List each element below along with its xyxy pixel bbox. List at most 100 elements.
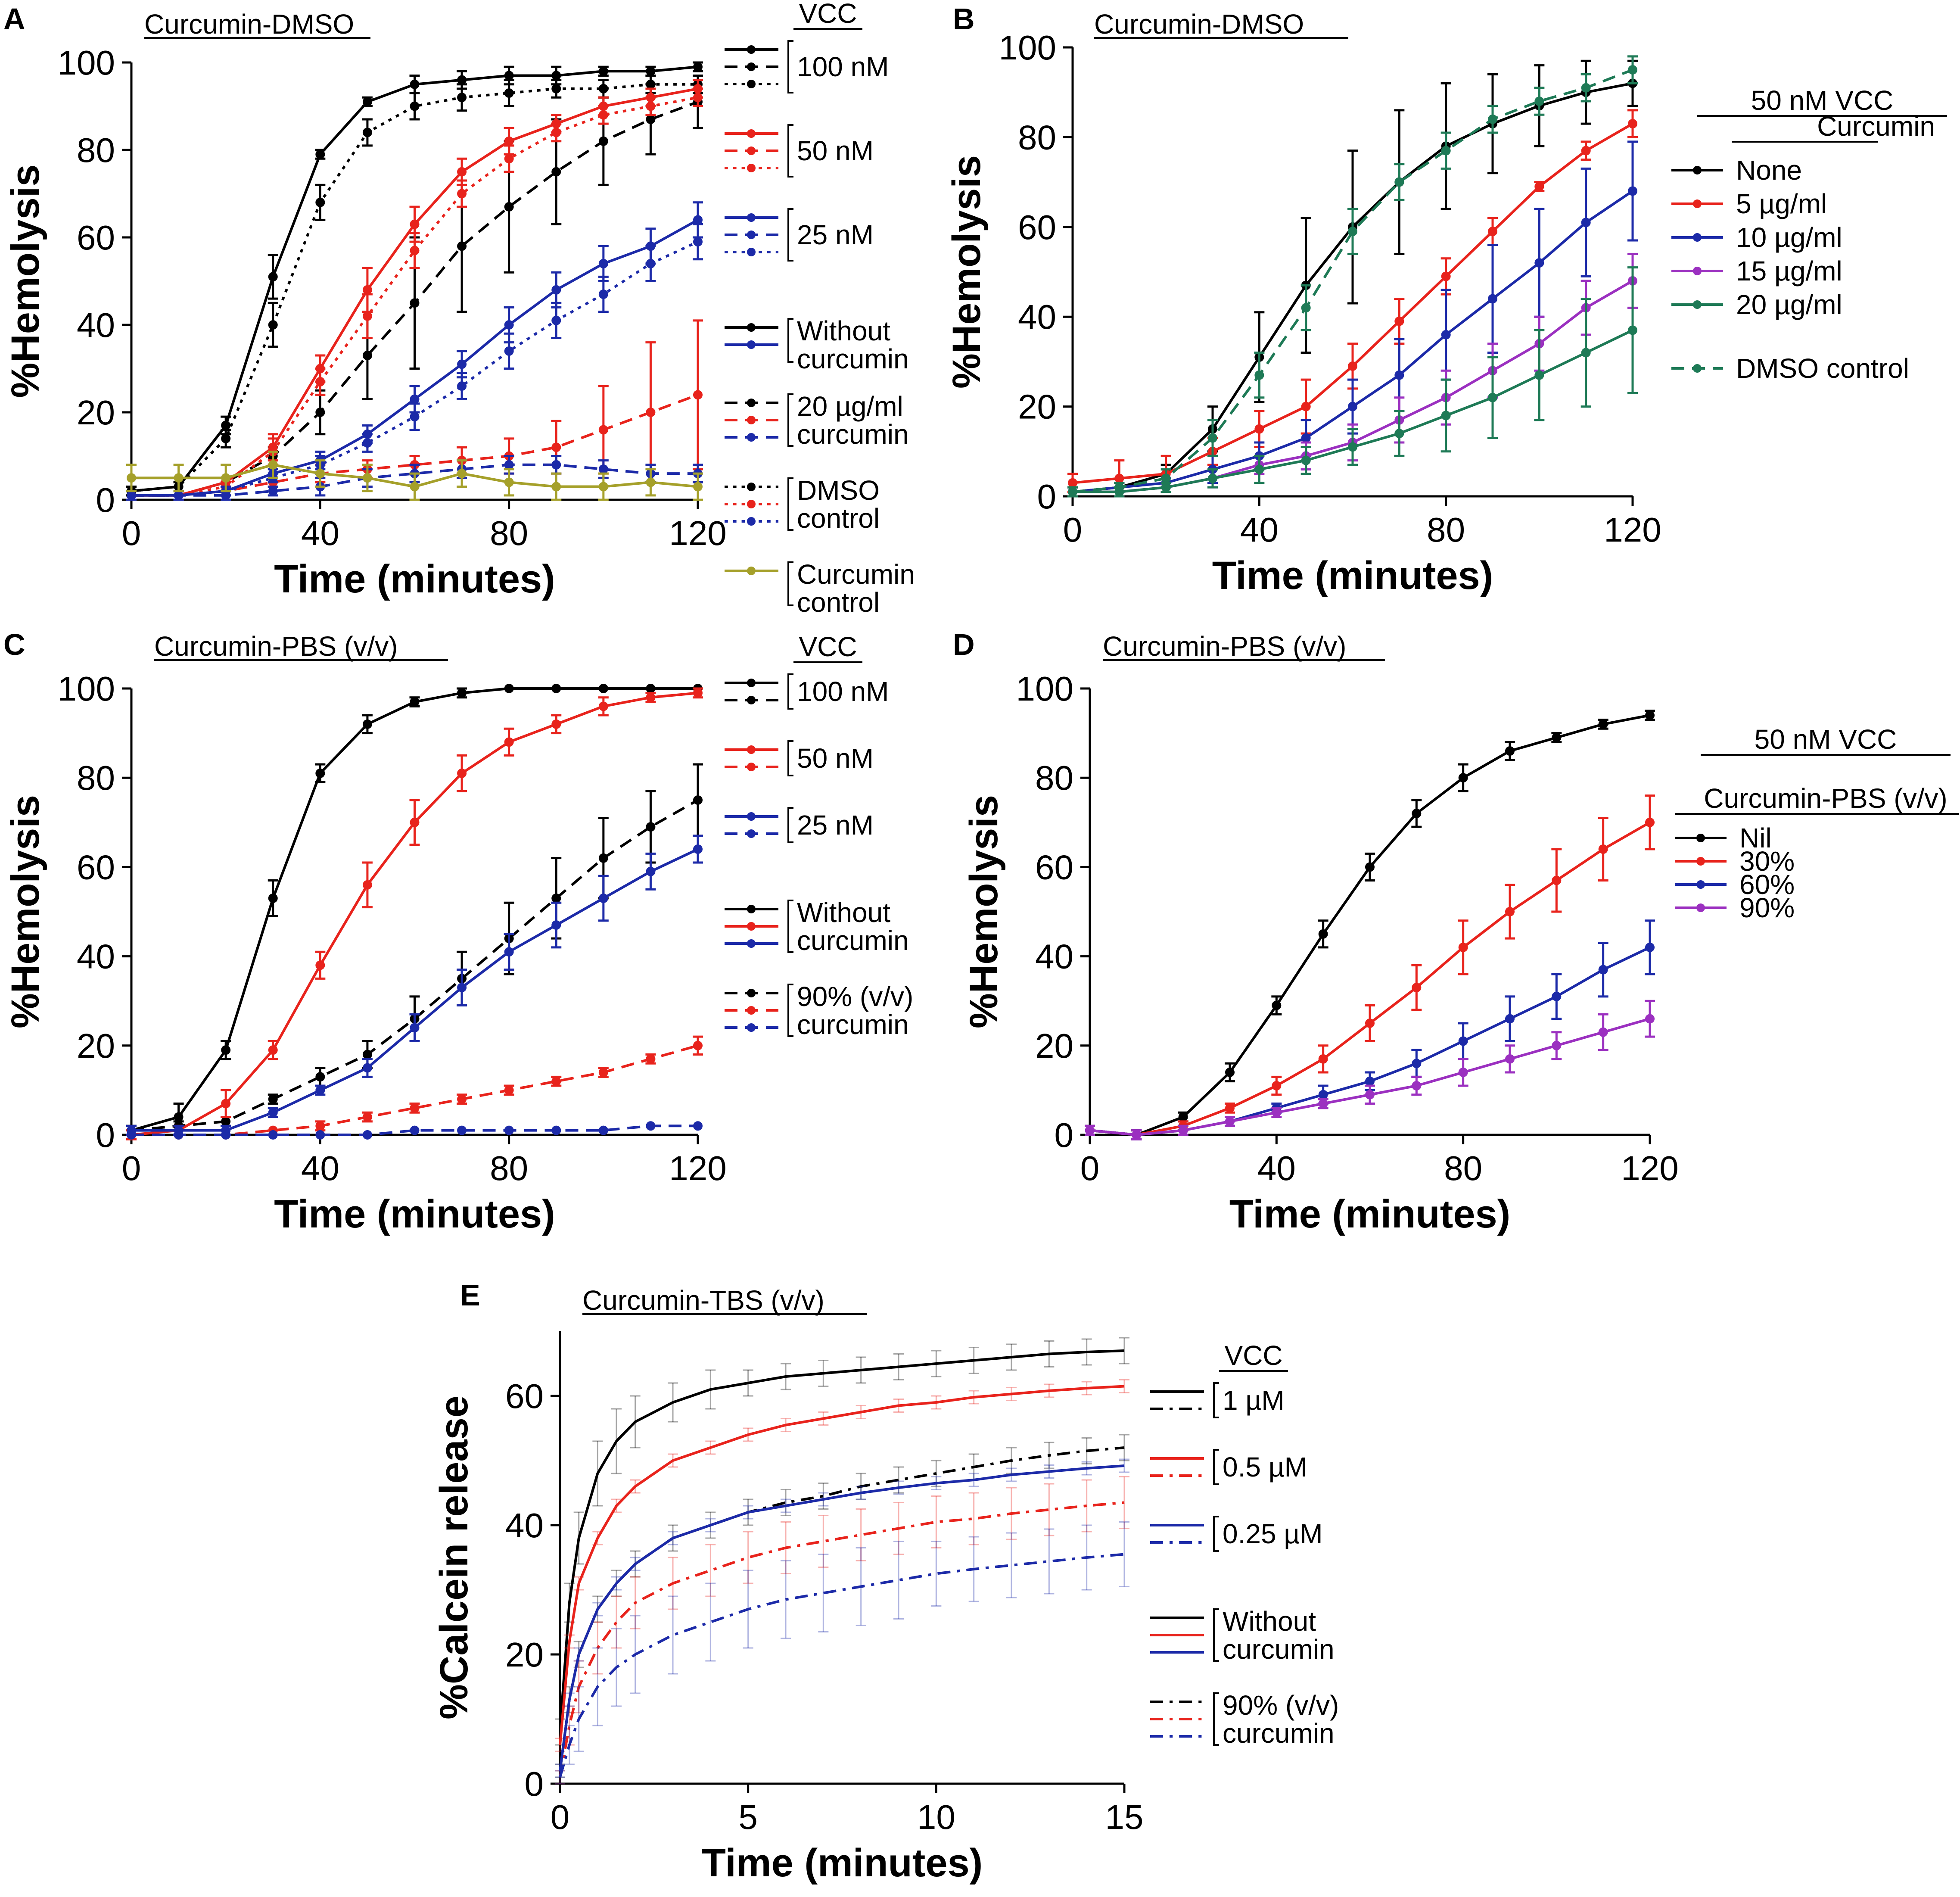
x-axis-title: Time (minutes) xyxy=(702,1841,983,1885)
data-point xyxy=(1458,1036,1468,1046)
data-point xyxy=(457,381,467,391)
data-point xyxy=(504,320,514,330)
data-point xyxy=(1365,862,1375,872)
legend-swatch-marker xyxy=(747,340,756,349)
data-point xyxy=(362,438,372,448)
data-point xyxy=(1534,97,1544,106)
legend-swatch-marker xyxy=(747,763,756,771)
data-point xyxy=(693,688,703,698)
data-point xyxy=(551,167,561,177)
y-axis-title: %Hemolysis xyxy=(3,795,47,1028)
data-point xyxy=(598,259,608,268)
data-point xyxy=(1178,1125,1188,1135)
data-point xyxy=(646,259,656,268)
data-point xyxy=(1552,875,1562,885)
x-axis-title: Time (minutes) xyxy=(1212,554,1493,598)
data-point xyxy=(174,490,184,500)
data-point xyxy=(1552,732,1562,742)
legend-swatch-marker xyxy=(1693,364,1702,373)
y-tick-label: 0 xyxy=(1055,1116,1074,1154)
legend-swatch-marker xyxy=(747,922,756,931)
x-tick-label: 10 xyxy=(917,1798,955,1836)
legend-swatch-marker xyxy=(747,164,756,172)
legend-bracket xyxy=(1213,1449,1219,1485)
y-tick-label: 20 xyxy=(505,1635,544,1674)
legend-swatch-marker xyxy=(747,517,756,526)
data-point xyxy=(362,473,372,483)
series-line xyxy=(131,799,699,1132)
y-tick-label: 60 xyxy=(77,848,115,886)
data-point xyxy=(1272,1108,1282,1118)
legend-header: VCC xyxy=(799,0,857,29)
y-tick-label: 20 xyxy=(1018,388,1056,426)
data-point xyxy=(551,893,561,903)
data-point xyxy=(598,66,608,76)
data-point xyxy=(1348,227,1357,237)
data-point xyxy=(551,128,561,137)
legend-swatch-marker xyxy=(1696,857,1705,866)
x-tick-label: 120 xyxy=(1604,511,1661,549)
data-point xyxy=(598,893,608,903)
x-tick-label: 0 xyxy=(1080,1149,1100,1187)
legend-swatch-marker xyxy=(1696,834,1705,842)
series xyxy=(126,74,703,501)
data-point xyxy=(362,311,372,321)
x-tick-label: 40 xyxy=(1240,511,1279,549)
series xyxy=(127,1035,703,1140)
series-line xyxy=(559,1385,1125,1745)
legend-swatch-marker xyxy=(747,1006,756,1015)
legend-label: Without xyxy=(1223,1606,1316,1637)
data-point xyxy=(551,684,561,693)
panel-C: C Curcumin-PBS (v/v) 0 40 80 120 0 20 40 60 80 100 T… xyxy=(3,628,913,1236)
data-point xyxy=(127,473,136,483)
data-point xyxy=(221,473,231,483)
data-point xyxy=(362,1130,372,1140)
data-point xyxy=(1645,817,1655,827)
data-point xyxy=(410,482,420,492)
legend-header: VCC xyxy=(799,631,857,662)
data-point xyxy=(268,272,278,282)
data-point xyxy=(1458,773,1468,783)
data-point xyxy=(1068,487,1077,497)
data-point xyxy=(410,246,420,255)
panel-E: E Curcumin-TBS (v/v) 0 5 10 15 0 20 40 60 Time (mi… xyxy=(432,1278,1339,1885)
data-point xyxy=(362,285,372,295)
data-point xyxy=(1254,464,1264,474)
data-point xyxy=(504,88,514,98)
data-point xyxy=(1552,991,1562,1001)
data-point xyxy=(551,315,561,325)
data-point xyxy=(1085,1125,1095,1135)
legend-swatch-marker xyxy=(747,146,756,155)
series xyxy=(1067,55,1638,498)
legend-swatch-marker xyxy=(747,129,756,138)
data-point xyxy=(1272,1000,1282,1010)
data-point xyxy=(315,1085,325,1095)
series-line xyxy=(559,1553,1125,1778)
data-point xyxy=(1132,1130,1142,1140)
data-point xyxy=(598,1067,608,1077)
data-point xyxy=(1394,316,1404,326)
panel-letter: B xyxy=(953,2,975,36)
x-tick-label: 80 xyxy=(490,514,528,552)
data-point xyxy=(551,285,561,295)
data-point xyxy=(1318,1054,1328,1064)
data-point xyxy=(127,1130,136,1140)
data-point xyxy=(1254,424,1264,434)
data-point xyxy=(1348,361,1357,371)
data-point xyxy=(315,1121,325,1131)
data-point xyxy=(598,701,608,711)
data-point xyxy=(221,1130,231,1140)
data-point xyxy=(693,93,703,103)
legend-swatch-marker xyxy=(747,483,756,491)
legend-label: curcumin xyxy=(797,1009,909,1040)
y-tick-label: 80 xyxy=(1018,118,1056,156)
data-point xyxy=(221,1116,231,1126)
data-point xyxy=(504,1085,514,1095)
data-point xyxy=(646,866,656,876)
y-tick-label: 0 xyxy=(96,481,115,519)
legend-label: DMSO xyxy=(797,475,880,506)
series xyxy=(126,61,703,497)
legend-swatch-marker xyxy=(1696,903,1705,912)
